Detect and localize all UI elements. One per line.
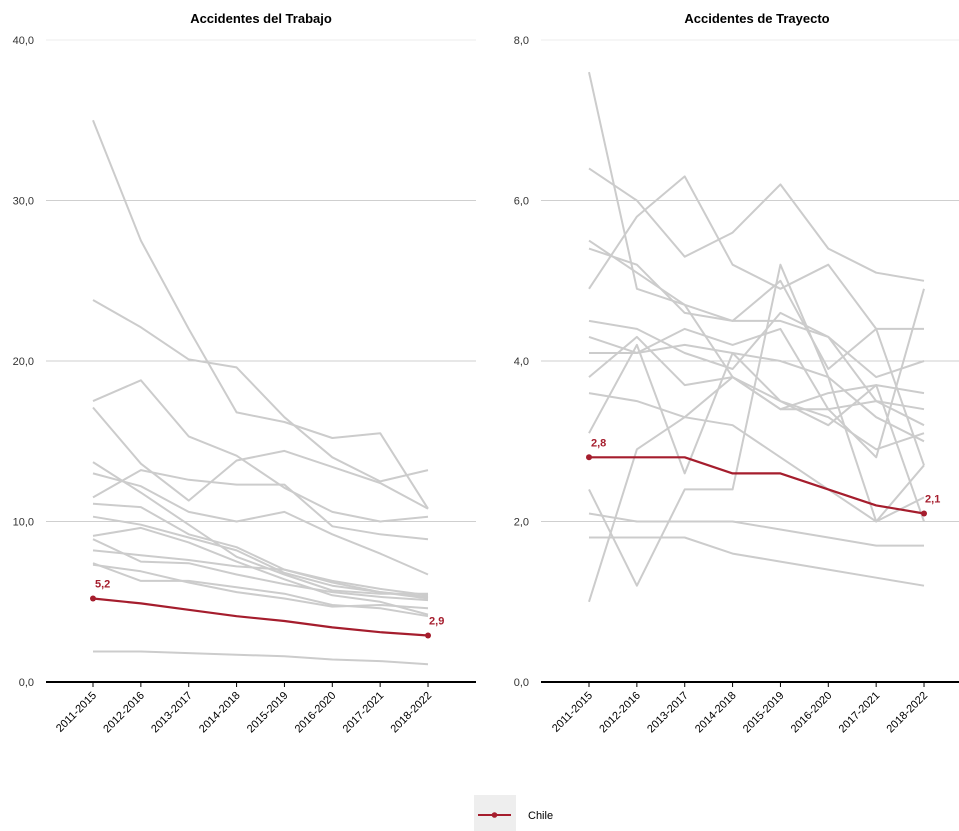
- series-line-other: [588, 335, 925, 451]
- series-line-other: [588, 263, 925, 587]
- series-line-chile: [589, 456, 925, 515]
- series-line-other: [588, 247, 924, 370]
- x-tick-label: 2011-2015: [550, 690, 595, 735]
- x-tick-label: 2017-2021: [837, 690, 883, 736]
- y-tick-label: 4,0: [514, 356, 529, 368]
- series-line-other: [92, 406, 429, 510]
- x-tick-label: 2014-2018: [197, 690, 243, 736]
- x-tick-label: 2018-2022: [884, 690, 930, 736]
- chile-point-first: [586, 454, 592, 461]
- chart-title: Accidentes del Trabajo: [190, 11, 332, 26]
- series-line-other: [588, 167, 925, 282]
- y-tick-label: 6,0: [514, 196, 529, 208]
- chart-title: Accidentes de Trayecto: [684, 11, 829, 26]
- chile-point-last: [921, 510, 928, 517]
- x-tick-label: 2011-2015: [54, 690, 99, 735]
- series-line-other: [92, 299, 429, 483]
- series-line-other: [588, 512, 924, 547]
- y-tick-label: 0,0: [19, 677, 34, 689]
- series-line-other: [588, 175, 925, 466]
- x-tick-label: 2012-2016: [597, 690, 643, 736]
- x-tick-label: 2012-2016: [101, 690, 147, 736]
- x-tick-label: 2013-2017: [149, 690, 195, 736]
- series-line-other: [92, 562, 429, 618]
- legend: Chile: [474, 795, 553, 831]
- series-line-other: [92, 563, 429, 610]
- series-line-other: [589, 343, 925, 443]
- series-line-other: [588, 392, 925, 523]
- x-tick-label: 2014-2018: [693, 690, 739, 736]
- x-tick-label: 2018-2022: [388, 690, 434, 736]
- series-line-other: [588, 311, 925, 427]
- chile-point-first: [90, 595, 96, 602]
- series-line-other: [588, 71, 925, 411]
- series-line-other: [588, 288, 925, 459]
- y-tick-label: 20,0: [13, 356, 34, 368]
- series-line-chile: [92, 597, 429, 637]
- x-tick-label: 2015-2019: [245, 690, 291, 736]
- series-line-other: [92, 469, 429, 541]
- series-line-other: [588, 376, 925, 603]
- chile-point-last: [425, 632, 432, 639]
- series-line-other: [588, 239, 925, 379]
- chile-label-last: 2,9: [429, 615, 444, 627]
- x-tick-label: 2013-2017: [645, 690, 691, 736]
- series-line-other: [92, 502, 429, 597]
- series-line-other: [92, 472, 429, 576]
- y-tick-label: 8,0: [514, 35, 529, 47]
- series-line-other: [589, 536, 925, 587]
- series-line-other: [92, 461, 428, 595]
- y-tick-label: 2,0: [514, 517, 529, 529]
- series-line-other: [92, 119, 429, 510]
- x-tick-label: 2015-2019: [741, 690, 787, 736]
- legend-label-chile: Chile: [528, 810, 553, 822]
- chile-label-first: 2,8: [591, 437, 606, 449]
- series-line-other: [93, 650, 429, 666]
- series-line-other: [92, 549, 429, 600]
- x-tick-label: 2016-2020: [293, 690, 339, 736]
- chile-label-last: 2,1: [925, 493, 940, 505]
- chile-label-first: 5,2: [95, 579, 110, 591]
- panel-accidentes-de-trayecto: Accidentes de Trayecto 0,0 2,0 4,0 6,0 8,0 2,8…: [514, 11, 959, 735]
- x-tick-label: 2017-2021: [341, 690, 387, 736]
- series-line-other: [92, 538, 429, 602]
- legend-key-marker: [491, 812, 498, 818]
- y-tick-label: 0,0: [514, 677, 529, 689]
- y-tick-label: 30,0: [13, 196, 34, 208]
- x-tick-label: 2016-2020: [789, 690, 835, 736]
- y-tick-label: 10,0: [13, 517, 34, 529]
- y-tick-label: 40,0: [13, 35, 34, 47]
- series-line-other: [92, 526, 429, 616]
- series-line-other: [92, 379, 429, 523]
- panel-accidentes-del-trabajo: Accidentes del Trabajo 0,0 10,0 20,0 30,0 40,…: [13, 11, 476, 735]
